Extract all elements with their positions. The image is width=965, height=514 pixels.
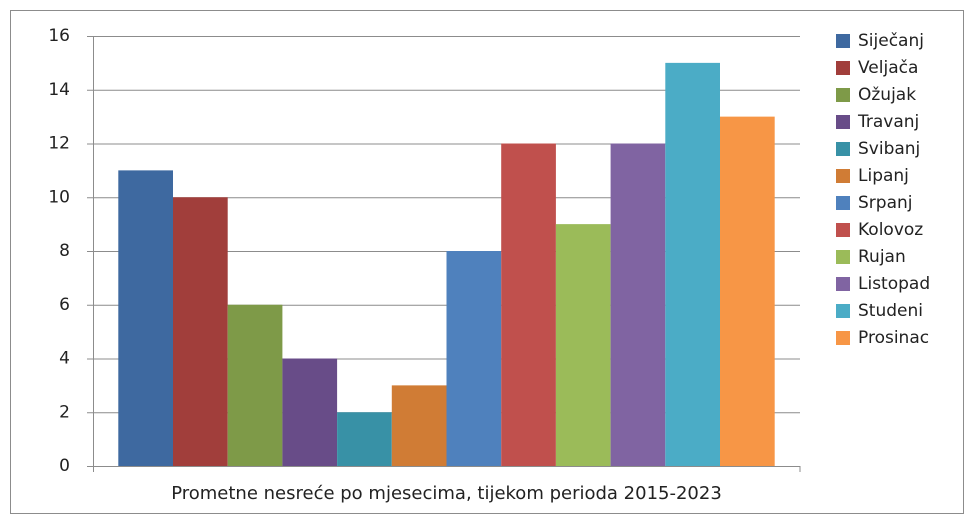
legend-swatch [836, 223, 850, 237]
bar [501, 143, 556, 466]
bar [391, 385, 447, 466]
y-tick-label: 12 [48, 134, 70, 154]
y-tick-label: 10 [48, 187, 70, 207]
legend-label: Studeni [858, 301, 923, 321]
legend-swatch [836, 304, 850, 318]
y-tick-label: 4 [59, 349, 70, 369]
x-tick-label: Prometne nesreće po mjesecima, tijekom p… [171, 483, 722, 504]
legend-label: Travanj [857, 112, 919, 132]
legend-label: Rujan [858, 247, 906, 267]
legend-swatch [836, 277, 850, 291]
y-tick-label: 2 [59, 402, 70, 422]
legend-swatch [836, 250, 850, 264]
bar [282, 358, 338, 466]
bar [665, 62, 720, 466]
legend-swatch [836, 196, 850, 210]
legend-label: Veljača [858, 58, 918, 78]
y-tick-label: 6 [59, 295, 70, 315]
bar [173, 197, 228, 466]
y-tick-label: 16 [48, 26, 70, 46]
legend-swatch [836, 331, 850, 345]
legend-label: Kolovoz [858, 220, 923, 240]
bar [227, 304, 283, 466]
legend-label: Listopad [858, 274, 930, 294]
legend-swatch [836, 169, 850, 183]
bar [446, 251, 502, 466]
y-tick-label: 0 [59, 456, 70, 476]
legend-label: Ožujak [858, 85, 916, 105]
legend-swatch [836, 115, 850, 129]
legend-label: Siječanj [858, 31, 924, 51]
bar [720, 116, 775, 466]
bar [118, 170, 173, 466]
legend-swatch [836, 88, 850, 102]
legend-swatch [836, 34, 850, 48]
bar [555, 224, 611, 466]
legend-swatch [836, 61, 850, 75]
bar [610, 143, 666, 466]
legend-label: Svibanj [858, 139, 920, 159]
y-tick-label: 8 [59, 241, 70, 261]
legend-label: Srpanj [858, 193, 913, 213]
legend-label: Prosinac [858, 328, 929, 348]
y-tick-label: 14 [48, 80, 70, 100]
legend-swatch [836, 142, 850, 156]
bar [337, 412, 392, 466]
legend-label: Lipanj [858, 166, 909, 186]
